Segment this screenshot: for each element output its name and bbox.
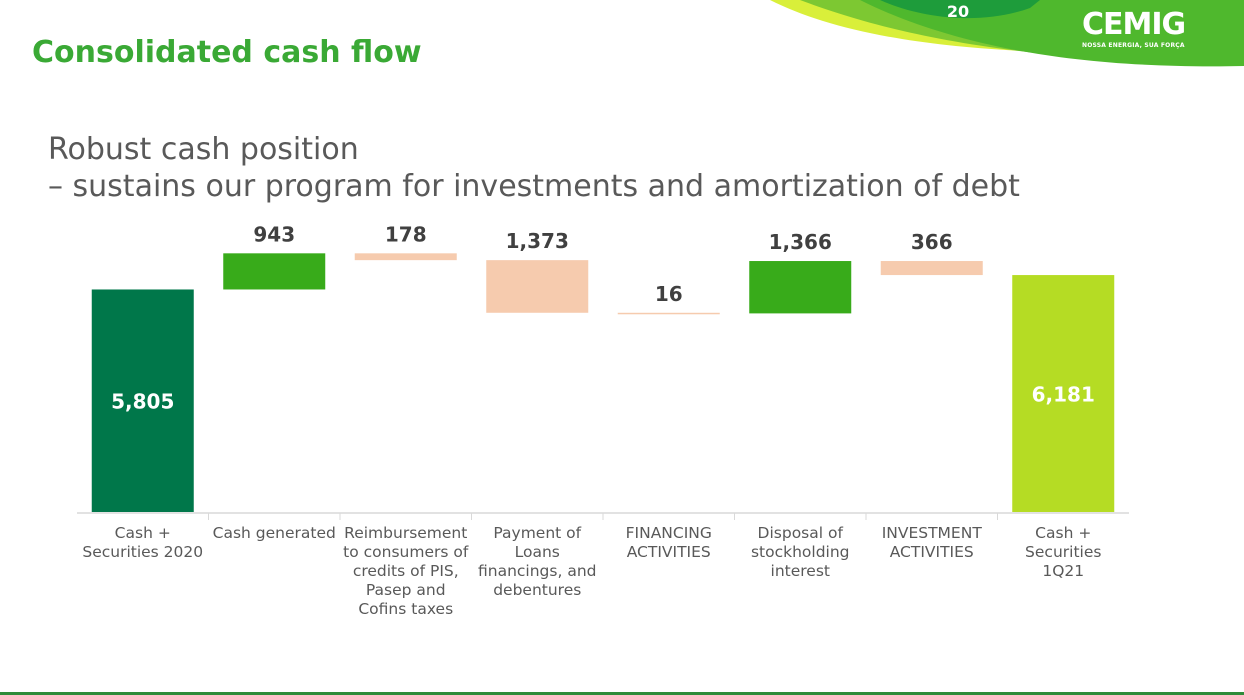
slide-subtitle: Robust cash position – sustains our prog… xyxy=(48,131,1020,205)
bar-0 xyxy=(91,289,194,512)
data-label-3: 1,373 xyxy=(506,229,569,253)
bar-2 xyxy=(354,253,457,261)
category-label-3: Payment of Loans financings, and debentures xyxy=(478,524,597,599)
category-label-5: Disposal of stockholding interest xyxy=(751,524,850,580)
category-label-6: INVESTMENT ACTIVITIES xyxy=(882,524,983,561)
data-label-2: 178 xyxy=(385,222,427,246)
bar-5 xyxy=(749,261,852,314)
bar-1 xyxy=(223,253,326,290)
data-label-7: 6,181 xyxy=(1032,383,1095,407)
data-label-1: 943 xyxy=(253,222,295,246)
footer-divider xyxy=(0,692,1244,695)
data-label-4: 16 xyxy=(655,282,683,306)
category-label-0: Cash + Securities 2020 xyxy=(82,524,203,561)
header-decoration xyxy=(770,0,1244,67)
category-label-4: FINANCING ACTIVITIES xyxy=(626,524,712,561)
subtitle-line-1: Robust cash position xyxy=(48,132,359,167)
data-label-5: 1,366 xyxy=(769,230,832,254)
category-label-2: Reimbursement to consumers of credits of P… xyxy=(343,524,469,618)
data-label-0: 5,805 xyxy=(111,390,174,414)
page-number: 20 xyxy=(946,2,970,21)
bar-3 xyxy=(486,260,589,313)
cemig-logo: CEMIG NOSSA ENERGIA, SUA FORÇA xyxy=(1082,10,1202,54)
page-title: Consolidated cash flow xyxy=(32,35,422,70)
bar-6 xyxy=(880,261,983,276)
bar-4 xyxy=(617,312,720,315)
bar-7 xyxy=(1012,275,1115,512)
subtitle-line-2: – sustains our program for investments a… xyxy=(48,169,1020,204)
logo-tagline: NOSSA ENERGIA, SUA FORÇA xyxy=(1082,42,1185,49)
logo-wordmark: CEMIG xyxy=(1082,7,1186,42)
category-label-7: Cash + Securities 1Q21 xyxy=(1025,524,1101,580)
data-label-6: 366 xyxy=(911,230,953,254)
category-label-1: Cash generated xyxy=(213,524,336,542)
